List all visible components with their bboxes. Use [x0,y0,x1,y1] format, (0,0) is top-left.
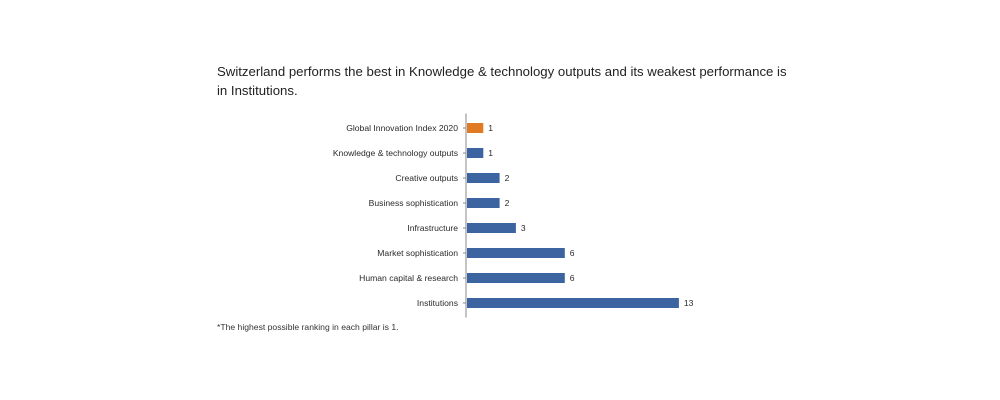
data-label: 1 [488,148,493,158]
chart-headline: Switzerland performs the best in Knowled… [217,64,787,98]
category-label: Infrastructure [407,223,458,233]
category-label: Business sophistication [369,198,459,208]
category-label: Institutions [417,298,458,308]
data-label: 6 [570,273,575,283]
highlighted-bar [467,123,484,133]
category-label: Global Innovation Index 2020 [346,123,458,133]
bar [467,148,484,158]
data-label: 2 [505,198,510,208]
data-label: 6 [570,248,575,258]
data-label: 2 [505,173,510,183]
bar [467,198,500,208]
bar [467,223,516,233]
chart-footnote: *The highest possible ranking in each pi… [217,322,399,332]
data-label: 3 [521,223,526,233]
category-label: Market sophistication [377,248,458,258]
data-label: 1 [488,123,493,133]
bar [467,248,565,258]
category-label: Creative outputs [395,173,458,183]
bar [467,298,679,308]
category-label: Knowledge & technology outputs [333,148,458,158]
bar [467,173,500,183]
data-label: 13 [684,298,694,308]
category-label: Human capital & research [359,273,458,283]
bar [467,273,565,283]
